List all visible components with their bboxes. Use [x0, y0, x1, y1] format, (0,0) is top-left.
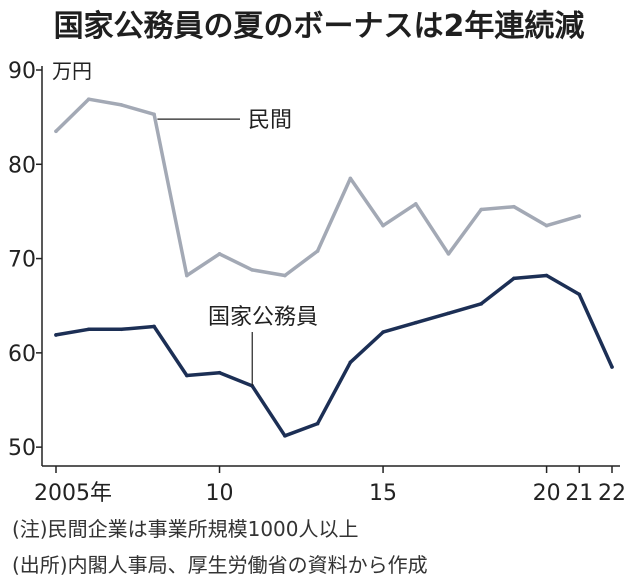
- x-tick-label: 21: [565, 481, 593, 506]
- series-line-1: [54, 273, 614, 438]
- x-tick-label: 10: [206, 481, 234, 506]
- y-axis-unit: 万円: [52, 59, 92, 83]
- data-point: [577, 214, 582, 218]
- data-point: [152, 112, 156, 117]
- data-point: [512, 204, 516, 209]
- data-point: [54, 333, 58, 337]
- data-point: [119, 103, 124, 107]
- source-note: (注)民間企業は事業所規模1000人以上: [12, 517, 359, 541]
- series-lines: [54, 97, 614, 438]
- x-tick-label: 2005年: [34, 481, 112, 506]
- data-point: [185, 373, 189, 378]
- data-point: [54, 129, 58, 134]
- series-label-private: 民間: [248, 108, 292, 133]
- data-point: [119, 327, 124, 332]
- data-point: [185, 273, 189, 278]
- x-tick-label: 15: [369, 481, 397, 506]
- data-point: [283, 434, 287, 438]
- data-point: [152, 324, 156, 329]
- data-point: [315, 421, 320, 426]
- data-point: [348, 176, 353, 181]
- y-tick-label: 90: [8, 59, 36, 84]
- y-tick-label: 60: [8, 342, 36, 367]
- data-point: [479, 302, 483, 306]
- data-point: [413, 202, 418, 206]
- x-tick-label: 22: [598, 481, 626, 506]
- data-point: [577, 292, 582, 297]
- data-point: [348, 360, 353, 365]
- x-tick-label: 20: [533, 481, 561, 506]
- data-point: [86, 97, 91, 102]
- data-point: [217, 252, 222, 256]
- data-point: [479, 207, 483, 212]
- data-point: [512, 276, 516, 281]
- data-point: [381, 330, 385, 334]
- source-credit: (出所)内閣人事局、厚生労働省の資料から作成: [12, 553, 428, 577]
- data-point: [413, 320, 418, 325]
- data-point: [315, 249, 320, 253]
- y-tick-label: 80: [8, 153, 36, 178]
- data-point: [217, 370, 222, 375]
- series-line-0: [54, 97, 582, 278]
- data-point: [544, 223, 549, 228]
- axes: 90 80 70 60 50 万円 2005年 10 15 20 21 22: [8, 59, 626, 506]
- data-point: [446, 252, 451, 256]
- y-tick-label: 70: [8, 248, 36, 273]
- data-point: [86, 327, 91, 332]
- data-point: [250, 268, 255, 272]
- data-point: [381, 223, 385, 228]
- y-tick-label: 50: [8, 436, 36, 461]
- data-point: [446, 311, 451, 316]
- data-point: [610, 365, 614, 369]
- series-label-national: 国家公務員: [208, 305, 318, 330]
- chart-title: 国家公務員の夏のボーナスは2年連続減: [54, 9, 585, 44]
- data-point: [283, 273, 287, 278]
- data-point: [544, 273, 549, 278]
- data-point: [250, 384, 255, 388]
